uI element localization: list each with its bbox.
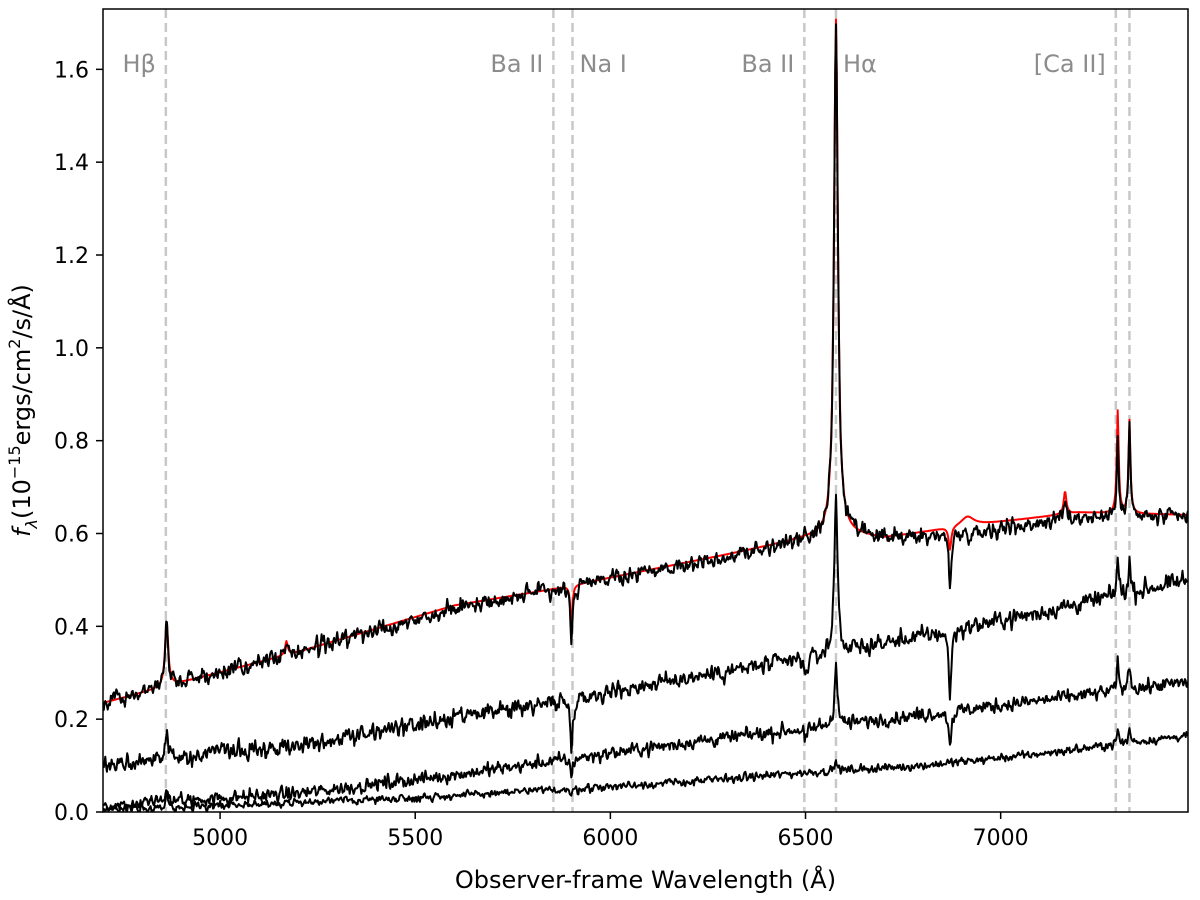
spectrum-series-2	[103, 23, 1188, 711]
y-tick-label: 0.0	[54, 801, 89, 826]
plot-area	[103, 9, 1188, 812]
axes-frame	[102, 8, 1189, 813]
line-markers	[164, 9, 1131, 812]
x-tick-label: 5000	[192, 826, 248, 851]
marker-label-na1: Na I	[580, 50, 627, 78]
y-axis-label: fλ(10−15ergs/cm2/s/Å)	[5, 284, 41, 537]
marker-label-ba2-b: Ba II	[741, 50, 794, 78]
x-tick-label: 5500	[387, 826, 443, 851]
marker-label-ba2-a: Ba II	[490, 50, 543, 78]
x-tick-label: 6000	[582, 826, 638, 851]
y-tick-label: 1.6	[54, 58, 89, 83]
y-axis-ticks: 0.0 0.2 0.4 0.6 0.8 1.0 1.2 1.4 1.6	[54, 58, 103, 826]
y-tick-label: 0.2	[54, 708, 89, 733]
spectra-series	[103, 18, 1188, 812]
y-tick-label: 0.4	[54, 615, 89, 640]
spectrum-series-5	[103, 727, 1188, 812]
marker-label-halpha: Hα	[843, 50, 877, 78]
y-tick-label: 1.0	[54, 337, 89, 362]
spectrum-series-3	[103, 493, 1188, 773]
x-tick-label: 7000	[973, 826, 1029, 851]
x-axis-label: Observer-frame Wavelength (Å)	[455, 865, 836, 894]
y-tick-label: 0.8	[54, 430, 89, 455]
line-marker-labels: Hβ Ba II Na I Ba II Hα [Ca II]	[122, 50, 1105, 78]
y-tick-label: 0.6	[54, 523, 89, 548]
y-tick-label: 1.4	[54, 151, 89, 176]
spectrum-series-4	[103, 655, 1188, 812]
y-tick-label: 1.2	[54, 244, 89, 269]
x-tick-label: 6500	[778, 826, 834, 851]
x-axis-ticks: 5000 5500 6000 6500 7000	[192, 812, 1029, 851]
marker-label-ca2: [Ca II]	[1034, 50, 1106, 78]
marker-label-hbeta: Hβ	[122, 50, 155, 78]
